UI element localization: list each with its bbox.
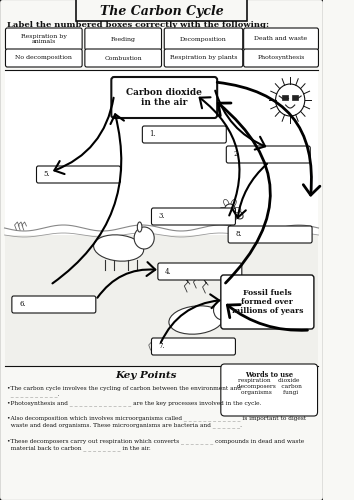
Text: 4.: 4. <box>165 268 172 276</box>
FancyBboxPatch shape <box>5 70 319 366</box>
Text: •The carbon cycle involves the cycling of carbon between the environment and
  _: •The carbon cycle involves the cycling o… <box>7 386 241 398</box>
Ellipse shape <box>232 209 243 219</box>
FancyBboxPatch shape <box>244 28 319 50</box>
Circle shape <box>224 204 235 216</box>
FancyBboxPatch shape <box>5 28 82 50</box>
Text: respiration    dioxide
decomposers   carbon
organisms      fungi: respiration dioxide decomposers carbon o… <box>237 378 302 394</box>
Bar <box>292 95 298 100</box>
Text: Label the numbered boxes correctly with the following:: Label the numbered boxes correctly with … <box>7 21 269 29</box>
Circle shape <box>275 84 305 116</box>
Text: Respiration by plants: Respiration by plants <box>170 56 237 60</box>
FancyBboxPatch shape <box>0 0 324 500</box>
FancyBboxPatch shape <box>76 0 247 21</box>
Ellipse shape <box>169 306 223 334</box>
FancyBboxPatch shape <box>85 49 161 67</box>
Text: •These decomposers carry out respiration which converts _ _ _ _ _ _ _ compounds : •These decomposers carry out respiration… <box>7 438 304 451</box>
Ellipse shape <box>224 213 229 220</box>
FancyBboxPatch shape <box>85 28 161 50</box>
Ellipse shape <box>231 200 236 207</box>
Text: •Photosynthesis and _ _ _ _ _ _ _ _ _ _ _ _ _ are the key processes involved in : •Photosynthesis and _ _ _ _ _ _ _ _ _ _ … <box>7 400 262 406</box>
FancyBboxPatch shape <box>158 263 242 280</box>
FancyBboxPatch shape <box>152 208 235 225</box>
Ellipse shape <box>217 212 228 222</box>
Circle shape <box>213 300 232 320</box>
FancyBboxPatch shape <box>164 49 243 67</box>
FancyBboxPatch shape <box>36 166 120 183</box>
Text: 1.: 1. <box>150 130 156 138</box>
FancyBboxPatch shape <box>221 275 314 329</box>
Ellipse shape <box>137 222 142 232</box>
Text: Photosynthesis: Photosynthesis <box>257 56 305 60</box>
Text: 6.: 6. <box>19 300 26 308</box>
FancyBboxPatch shape <box>228 226 312 243</box>
FancyBboxPatch shape <box>164 28 243 50</box>
Ellipse shape <box>219 208 226 212</box>
Text: Key Points: Key Points <box>115 372 177 380</box>
Text: No decomposition: No decomposition <box>15 56 72 60</box>
Ellipse shape <box>93 235 144 261</box>
Polygon shape <box>5 235 319 366</box>
Text: 5.: 5. <box>44 170 51 178</box>
Text: 8.: 8. <box>235 230 242 238</box>
Ellipse shape <box>224 200 229 207</box>
Text: Decomposition: Decomposition <box>180 36 227 42</box>
Text: Combustion: Combustion <box>104 56 142 60</box>
Text: Fossil fuels
formed over
millions of years: Fossil fuels formed over millions of yea… <box>232 289 303 315</box>
Bar <box>282 95 289 100</box>
Ellipse shape <box>231 213 236 220</box>
FancyBboxPatch shape <box>5 49 82 67</box>
FancyBboxPatch shape <box>152 338 235 355</box>
FancyBboxPatch shape <box>12 296 96 313</box>
Text: The Carbon Cycle: The Carbon Cycle <box>99 4 223 18</box>
FancyBboxPatch shape <box>244 49 319 67</box>
Text: Respiration by
animals: Respiration by animals <box>21 34 67 44</box>
FancyBboxPatch shape <box>111 77 217 118</box>
Text: 2.: 2. <box>234 150 240 158</box>
Circle shape <box>134 227 154 249</box>
FancyBboxPatch shape <box>221 364 318 416</box>
Text: Feeding: Feeding <box>111 36 136 42</box>
FancyBboxPatch shape <box>226 146 310 163</box>
Text: Carbon dioxide
in the air: Carbon dioxide in the air <box>126 88 202 107</box>
Text: Words to use: Words to use <box>245 371 293 379</box>
Text: 7.: 7. <box>159 342 166 350</box>
Ellipse shape <box>234 208 241 212</box>
Text: Death and waste: Death and waste <box>255 36 308 42</box>
FancyBboxPatch shape <box>142 126 226 143</box>
Text: •Also decomposition which involves microorganisms called _ _ _ _ _ _ _ _ _ _ _ _: •Also decomposition which involves micro… <box>7 415 307 428</box>
Text: 3.: 3. <box>159 212 165 220</box>
